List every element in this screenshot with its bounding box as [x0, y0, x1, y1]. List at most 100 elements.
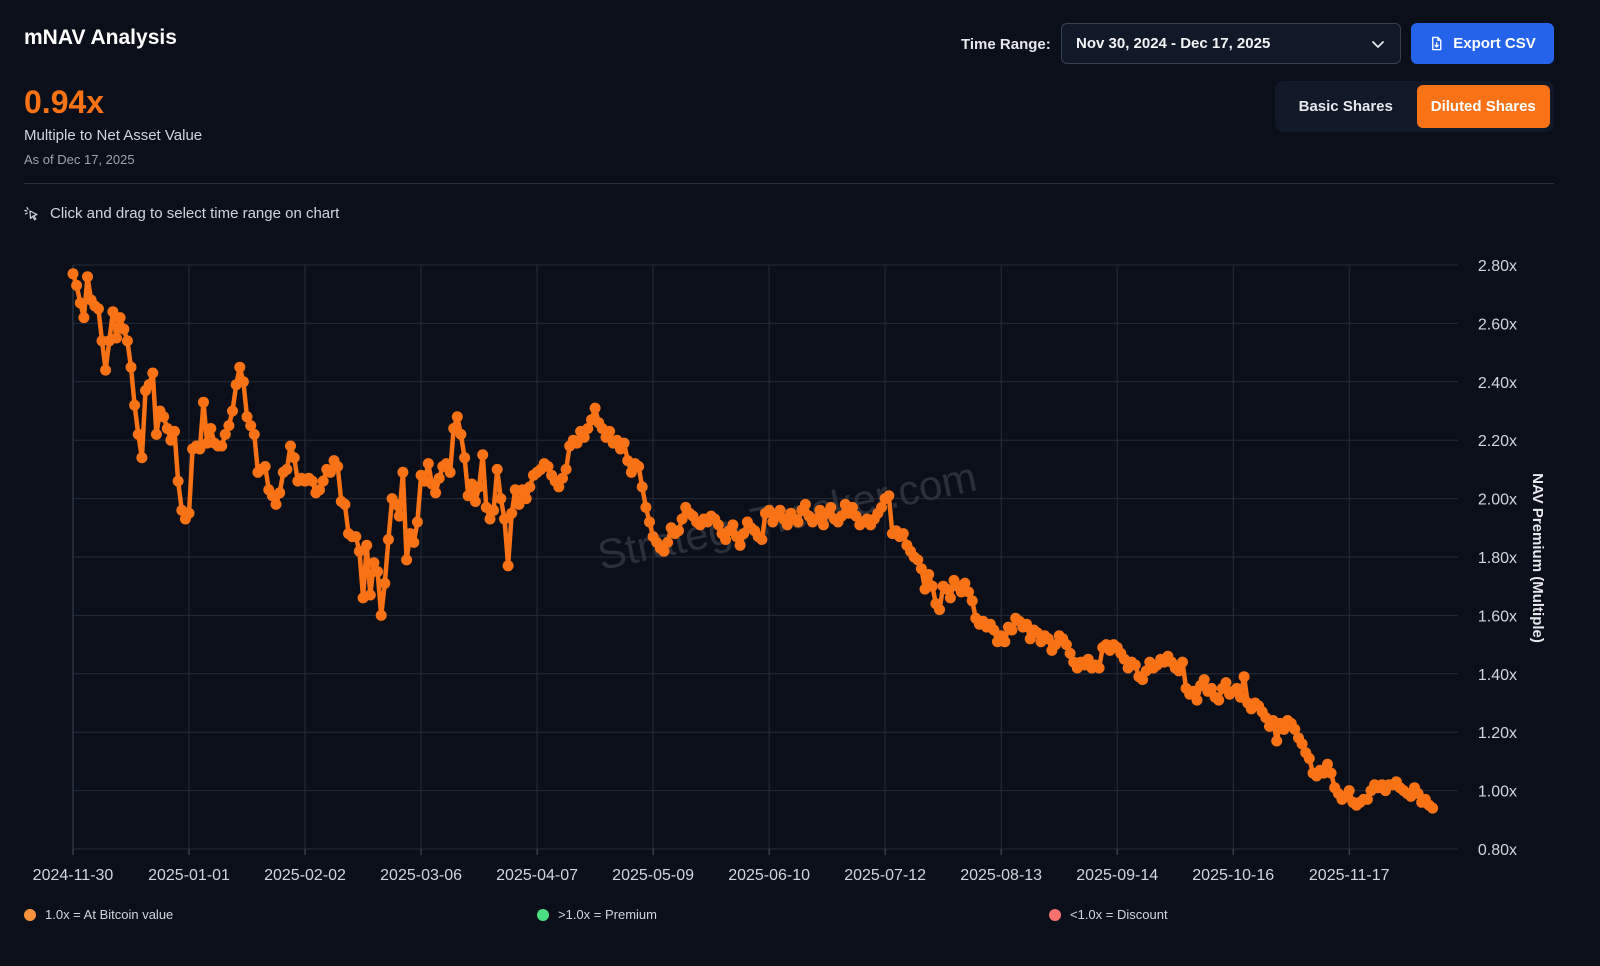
data-point[interactable] — [306, 475, 318, 487]
data-point[interactable] — [332, 461, 344, 472]
data-point[interactable] — [433, 472, 445, 484]
data-point[interactable] — [618, 437, 630, 449]
data-point[interactable] — [1220, 677, 1232, 689]
data-point[interactable] — [1231, 682, 1243, 694]
data-point[interactable] — [1303, 753, 1315, 764]
data-point[interactable] — [129, 399, 141, 411]
data-point[interactable] — [644, 516, 655, 528]
data-point[interactable] — [78, 312, 90, 324]
data-point[interactable] — [1238, 671, 1250, 683]
data-point[interactable] — [455, 428, 467, 440]
data-point[interactable] — [488, 504, 500, 516]
data-point[interactable] — [1060, 639, 1072, 651]
data-point[interactable] — [734, 539, 746, 551]
data-point[interactable] — [430, 487, 442, 499]
data-point[interactable] — [74, 297, 86, 309]
data-point[interactable] — [314, 484, 325, 496]
data-point[interactable] — [1213, 694, 1225, 706]
data-point[interactable] — [339, 498, 351, 510]
data-point[interactable] — [241, 411, 253, 423]
basic-shares-option[interactable]: Basic Shares — [1298, 98, 1393, 115]
data-point[interactable] — [281, 463, 293, 475]
mnav-chart[interactable]: StrategyTracker.com 2.80x2.60x2.40x2.20x… — [0, 240, 1600, 900]
data-point[interactable] — [1064, 647, 1076, 659]
data-point[interactable] — [245, 420, 257, 432]
data-point[interactable] — [1271, 735, 1283, 747]
data-point[interactable] — [422, 458, 434, 470]
data-point[interactable] — [1322, 758, 1333, 770]
data-point[interactable] — [368, 557, 380, 569]
data-point[interactable] — [317, 475, 329, 487]
data-point[interactable] — [1191, 694, 1203, 706]
data-point[interactable] — [361, 539, 373, 551]
data-point[interactable] — [1206, 682, 1217, 694]
data-point[interactable] — [274, 487, 286, 499]
data-point[interactable] — [604, 425, 616, 437]
data-point[interactable] — [825, 501, 837, 513]
data-point[interactable] — [1173, 665, 1185, 677]
data-point[interactable] — [876, 501, 887, 513]
data-point[interactable] — [944, 592, 956, 604]
data-point[interactable] — [444, 466, 456, 478]
data-point[interactable] — [1093, 662, 1105, 674]
data-point[interactable] — [459, 452, 471, 464]
data-point[interactable] — [774, 504, 786, 516]
data-point[interactable] — [502, 560, 514, 572]
data-point[interactable] — [963, 586, 974, 598]
data-point[interactable] — [484, 513, 496, 525]
data-point[interactable] — [136, 452, 148, 464]
data-point[interactable] — [165, 434, 177, 446]
data-point[interactable] — [1325, 767, 1337, 779]
data-point[interactable] — [234, 361, 246, 373]
data-point[interactable] — [288, 452, 300, 464]
data-point[interactable] — [270, 498, 282, 510]
data-point[interactable] — [114, 312, 126, 324]
data-point[interactable] — [147, 367, 159, 379]
data-point[interactable] — [248, 428, 260, 440]
data-point[interactable] — [712, 519, 724, 531]
data-point[interactable] — [143, 379, 155, 391]
data-point[interactable] — [582, 423, 594, 434]
data-point[interactable] — [469, 496, 481, 507]
data-point[interactable] — [132, 428, 144, 440]
data-point[interactable] — [560, 463, 572, 475]
data-point[interactable] — [379, 577, 391, 589]
data-point[interactable] — [451, 411, 463, 423]
export-csv-button[interactable]: Export CSV — [1411, 23, 1554, 64]
data-point[interactable] — [673, 525, 684, 537]
data-point[interactable] — [658, 545, 670, 557]
data-point[interactable] — [1198, 674, 1210, 686]
data-point[interactable] — [67, 268, 79, 280]
data-point[interactable] — [82, 271, 93, 283]
data-point[interactable] — [578, 431, 590, 443]
data-point[interactable] — [727, 519, 739, 531]
data-point[interactable] — [118, 323, 130, 335]
data-point[interactable] — [883, 490, 895, 502]
data-point[interactable] — [401, 554, 413, 566]
data-point[interactable] — [818, 519, 829, 531]
data-point[interactable] — [1177, 656, 1188, 668]
data-point[interactable] — [411, 516, 423, 528]
data-point[interactable] — [934, 604, 945, 616]
data-point[interactable] — [1137, 674, 1149, 686]
data-point[interactable] — [1343, 785, 1355, 797]
data-point[interactable] — [169, 425, 180, 437]
data-point[interactable] — [926, 580, 938, 592]
data-point[interactable] — [150, 428, 162, 440]
data-point[interactable] — [720, 534, 732, 545]
data-point[interactable] — [216, 440, 228, 452]
data-point[interactable] — [491, 463, 503, 475]
data-point[interactable] — [219, 428, 231, 440]
data-point[interactable] — [353, 545, 365, 557]
data-point[interactable] — [520, 493, 532, 505]
data-point[interactable] — [71, 279, 83, 291]
data-point[interactable] — [198, 396, 209, 408]
data-point[interactable] — [477, 449, 489, 461]
data-point[interactable] — [285, 440, 296, 452]
data-point[interactable] — [850, 510, 862, 522]
data-point[interactable] — [1129, 659, 1141, 671]
data-point[interactable] — [125, 361, 137, 373]
data-point[interactable] — [350, 531, 362, 543]
data-point[interactable] — [1361, 793, 1373, 805]
data-point[interactable] — [440, 458, 452, 470]
